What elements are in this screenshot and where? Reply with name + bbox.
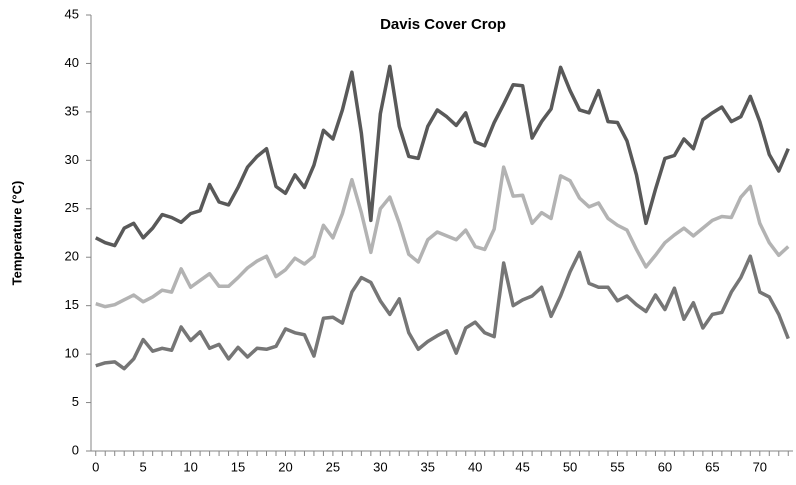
y-tick-label: 35: [65, 103, 79, 118]
y-tick-label: 20: [65, 249, 79, 264]
y-tick-label: 40: [65, 55, 79, 70]
x-tick-label: 5: [140, 459, 147, 474]
series-line: [95, 250, 790, 371]
series-line: [94, 64, 790, 248]
y-tick-label: 15: [65, 297, 79, 312]
x-tick-label: 35: [421, 459, 435, 474]
y-axis-title: Temperature (°C): [9, 181, 24, 286]
x-tick-label: 65: [705, 459, 719, 474]
x-tick-label: 15: [231, 459, 245, 474]
x-tick-label: 60: [658, 459, 672, 474]
x-tick-label: 45: [515, 459, 529, 474]
x-tick-label: 0: [92, 459, 99, 474]
y-tick-label: 25: [65, 200, 79, 215]
x-tick-label: 10: [183, 459, 197, 474]
x-tick-label: 50: [563, 459, 577, 474]
chart-title: Davis Cover Crop: [380, 16, 506, 33]
y-tick-label: 10: [65, 346, 79, 361]
x-tick-label: 30: [373, 459, 387, 474]
y-tick-label: 30: [65, 152, 79, 167]
x-tick-label: 70: [753, 459, 767, 474]
y-tick-label: 5: [72, 394, 79, 409]
x-tick-label: 40: [468, 459, 482, 474]
y-tick-label: 45: [65, 6, 79, 21]
series-line: [95, 165, 790, 309]
y-tick-label: 0: [72, 442, 79, 457]
x-tick-label: 20: [278, 459, 292, 474]
x-tick-label: 55: [610, 459, 624, 474]
x-tick-label: 25: [326, 459, 340, 474]
